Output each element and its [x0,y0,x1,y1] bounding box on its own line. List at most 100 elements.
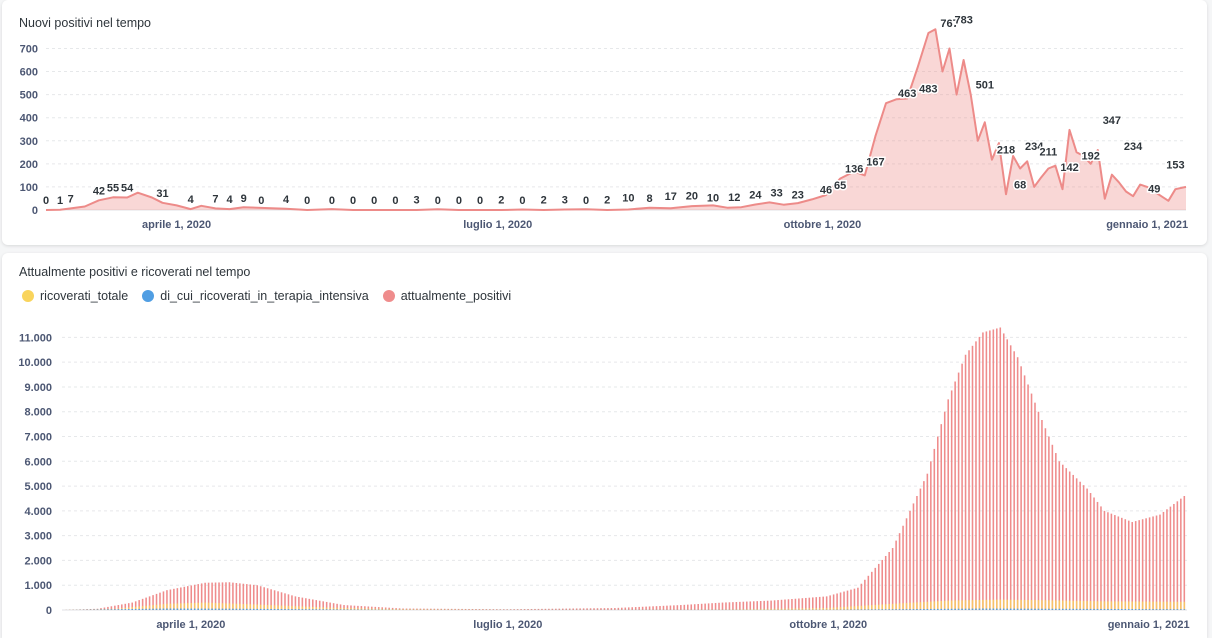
bar-attualmente-positivi[interactable] [582,608,585,610]
bar-attualmente-positivi[interactable] [777,600,779,610]
bar-attualmente-positivi[interactable] [197,584,199,610]
bar-attualmente-positivi[interactable] [343,605,345,610]
bar-terapia-intensiva[interactable] [252,608,255,610]
bar-attualmente-positivi[interactable] [312,599,314,610]
bar-terapia-intensiva[interactable] [902,609,904,610]
bar-attualmente-positivi[interactable] [992,329,995,610]
bar-attualmente-positivi[interactable] [801,598,804,610]
bar-terapia-intensiva[interactable] [298,609,300,610]
bar-attualmente-positivi[interactable] [443,608,446,610]
bar-ricoverati-totale[interactable] [183,603,186,610]
bar-ricoverati-totale[interactable] [770,608,772,610]
bar-ricoverati-totale[interactable] [1121,601,1123,610]
bar-ricoverati-totale[interactable] [742,609,745,610]
bar-attualmente-positivi[interactable] [287,594,290,610]
bar-terapia-intensiva[interactable] [1006,608,1008,610]
bar-ricoverati-totale[interactable] [1173,601,1175,610]
bar-terapia-intensiva[interactable] [950,608,953,610]
bar-ricoverati-totale[interactable] [825,608,828,610]
bar-ricoverati-totale[interactable] [853,606,856,610]
bar-ricoverati-totale[interactable] [815,608,818,610]
bar-terapia-intensiva[interactable] [228,608,231,610]
bar-ricoverati-totale[interactable] [318,607,321,610]
bar-ricoverati-totale[interactable] [777,608,779,610]
bar-terapia-intensiva[interactable] [937,608,939,610]
bar-ricoverati-totale[interactable] [148,605,151,610]
bar-ricoverati-totale[interactable] [1062,600,1064,610]
bar-ricoverati-totale[interactable] [322,607,324,610]
bar-attualmente-positivi[interactable] [766,600,769,610]
bar-attualmente-positivi[interactable] [270,589,272,610]
bar-attualmente-positivi[interactable] [1145,518,1147,610]
bar-ricoverati-totale[interactable] [930,601,932,610]
bar-attualmente-positivi[interactable] [673,605,675,610]
bar-attualmente-positivi[interactable] [693,604,696,610]
bar-attualmente-positivi[interactable] [471,609,474,610]
bar-ricoverati-totale[interactable] [1159,601,1161,610]
bar-terapia-intensiva[interactable] [1110,608,1113,610]
bar-terapia-intensiva[interactable] [909,609,911,610]
bar-attualmente-positivi[interactable] [864,579,866,610]
bar-attualmente-positivi[interactable] [1141,519,1144,610]
bar-attualmente-positivi[interactable] [989,330,991,610]
bar-terapia-intensiva[interactable] [235,608,238,610]
bar-ricoverati-totale[interactable] [1086,601,1088,610]
bar-attualmente-positivi[interactable] [391,607,394,610]
bar-attualmente-positivi[interactable] [1148,517,1151,611]
bar-ricoverati-totale[interactable] [447,609,449,610]
bar-attualmente-positivi[interactable] [371,606,373,610]
bar-ricoverati-totale[interactable] [305,606,307,610]
bar-terapia-intensiva[interactable] [318,609,321,610]
bar-terapia-intensiva[interactable] [166,608,168,610]
bar-terapia-intensiva[interactable] [312,609,314,610]
bar-terapia-intensiva[interactable] [1068,608,1071,610]
bar-ricoverati-totale[interactable] [888,604,890,610]
bar-attualmente-positivi[interactable] [947,399,949,610]
bar-ricoverati-totale[interactable] [1145,601,1147,610]
bar-attualmente-positivi[interactable] [662,605,665,610]
bar-terapia-intensiva[interactable] [277,609,279,610]
bar-ricoverati-totale[interactable] [312,606,314,610]
bar-terapia-intensiva[interactable] [169,608,172,610]
bar-terapia-intensiva[interactable] [1048,608,1050,610]
bar-attualmente-positivi[interactable] [1048,436,1050,610]
bar-attualmente-positivi[interactable] [621,607,623,610]
bar-ricoverati-totale[interactable] [423,609,425,610]
bar-ricoverati-totale[interactable] [812,608,814,610]
bar-attualmente-positivi[interactable] [971,345,974,610]
bar-terapia-intensiva[interactable] [152,608,154,610]
bar-ricoverati-totale[interactable] [801,608,804,610]
bar-attualmente-positivi[interactable] [916,496,918,610]
bar-ricoverati-totale[interactable] [218,603,220,610]
bar-attualmente-positivi[interactable] [877,563,880,610]
bar-attualmente-positivi[interactable] [808,597,811,610]
bar-ricoverati-totale[interactable] [367,608,370,610]
bar-ricoverati-totale[interactable] [985,599,988,610]
bar-attualmente-positivi[interactable] [968,350,970,610]
bar-attualmente-positivi[interactable] [509,609,512,610]
bar-attualmente-positivi[interactable] [579,608,581,610]
bar-ricoverati-totale[interactable] [1075,600,1078,610]
bar-ricoverati-totale[interactable] [1117,601,1120,610]
bar-attualmente-positivi[interactable] [1009,345,1012,610]
bar-terapia-intensiva[interactable] [916,609,918,610]
bar-ricoverati-totale[interactable] [1114,601,1116,610]
bar-terapia-intensiva[interactable] [1107,608,1109,610]
bar-attualmente-positivi[interactable] [419,608,422,610]
bar-ricoverati-totale[interactable] [1079,600,1081,610]
bar-attualmente-positivi[interactable] [291,595,293,610]
bar-attualmente-positivi[interactable] [895,540,897,610]
bar-attualmente-positivi[interactable] [384,607,387,610]
bar-terapia-intensiva[interactable] [954,608,956,610]
bar-ricoverati-totale[interactable] [818,608,821,610]
bar-attualmente-positivi[interactable] [252,584,255,610]
bar-attualmente-positivi[interactable] [450,608,453,610]
bar-terapia-intensiva[interactable] [1121,609,1123,610]
bar-terapia-intensiva[interactable] [1079,608,1081,610]
bar-attualmente-positivi[interactable] [381,607,383,610]
bar-attualmente-positivi[interactable] [641,606,644,610]
bar-attualmente-positivi[interactable] [940,424,943,610]
bar-attualmente-positivi[interactable] [697,604,699,610]
bar-attualmente-positivi[interactable] [853,588,856,610]
bar-attualmente-positivi[interactable] [520,609,522,610]
